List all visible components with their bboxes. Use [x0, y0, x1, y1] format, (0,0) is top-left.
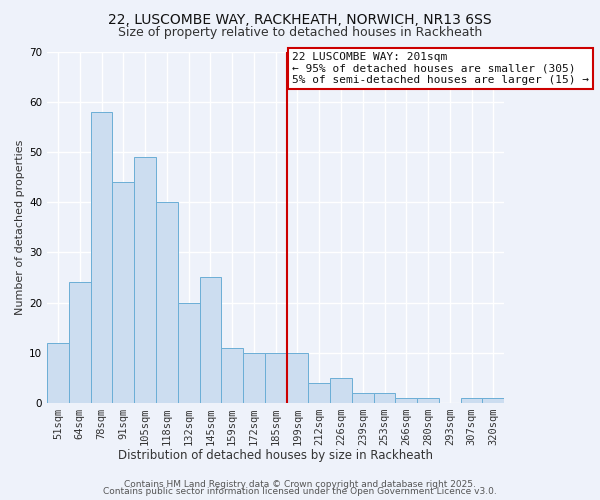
Text: 22 LUSCOMBE WAY: 201sqm
← 95% of detached houses are smaller (305)
5% of semi-de: 22 LUSCOMBE WAY: 201sqm ← 95% of detache… — [292, 52, 589, 84]
X-axis label: Distribution of detached houses by size in Rackheath: Distribution of detached houses by size … — [118, 450, 433, 462]
Text: Contains public sector information licensed under the Open Government Licence v3: Contains public sector information licen… — [103, 487, 497, 496]
Text: Size of property relative to detached houses in Rackheath: Size of property relative to detached ho… — [118, 26, 482, 39]
Text: 22, LUSCOMBE WAY, RACKHEATH, NORWICH, NR13 6SS: 22, LUSCOMBE WAY, RACKHEATH, NORWICH, NR… — [108, 12, 492, 26]
Bar — [243, 353, 265, 403]
Bar — [417, 398, 439, 403]
Bar — [47, 342, 69, 403]
Bar — [265, 353, 287, 403]
Bar — [330, 378, 352, 403]
Bar — [178, 302, 200, 403]
Bar — [200, 278, 221, 403]
Bar — [287, 353, 308, 403]
Bar — [134, 157, 156, 403]
Bar — [482, 398, 504, 403]
Bar — [112, 182, 134, 403]
Bar — [156, 202, 178, 403]
Bar — [308, 383, 330, 403]
Bar — [91, 112, 112, 403]
Bar — [461, 398, 482, 403]
Text: Contains HM Land Registry data © Crown copyright and database right 2025.: Contains HM Land Registry data © Crown c… — [124, 480, 476, 489]
Bar — [374, 393, 395, 403]
Bar — [352, 393, 374, 403]
Bar — [395, 398, 417, 403]
Bar — [69, 282, 91, 403]
Bar — [221, 348, 243, 403]
Y-axis label: Number of detached properties: Number of detached properties — [15, 140, 25, 315]
